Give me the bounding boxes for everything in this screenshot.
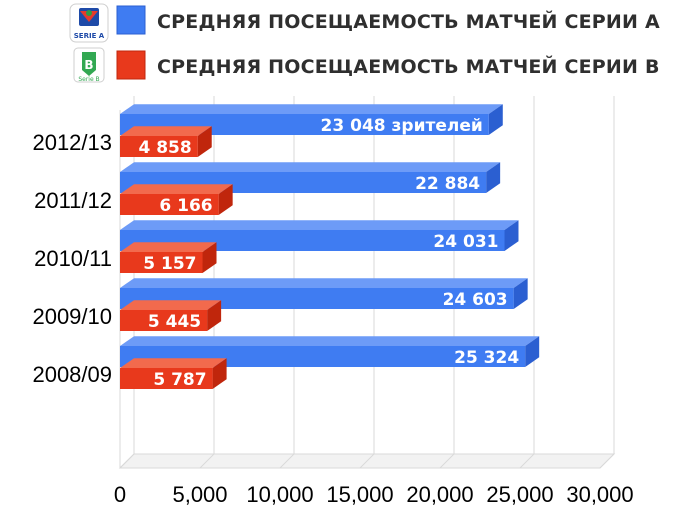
svg-text:B: B xyxy=(84,58,93,72)
data-label: 25 324 xyxy=(454,348,519,368)
data-label: 4 858 xyxy=(138,138,191,158)
bar-serie-a-top xyxy=(120,220,518,230)
legend: SERIE A СРЕДНЯЯ ПОСЕЩАЕМОСТЬ МАТЧЕЙ СЕРИ… xyxy=(70,4,660,83)
x-tick-label: 30,000 xyxy=(566,482,633,507)
legend-swatch-serie-b xyxy=(117,51,145,79)
data-label: 22 884 xyxy=(415,174,480,194)
category-label: 2009/10 xyxy=(32,304,112,329)
bar-serie-a-top xyxy=(120,162,500,172)
bar-serie-b-top xyxy=(120,184,233,194)
legend-label-serie-b: СРЕДНЯЯ ПОСЕЩАЕМОСТЬ МАТЧЕЙ СЕРИИ В xyxy=(157,55,660,78)
category-label: 2008/09 xyxy=(32,362,112,387)
legend-label-serie-a: СРЕДНЯЯ ПОСЕЩАЕМОСТЬ МАТЧЕЙ СЕРИИ А xyxy=(157,10,660,33)
bar-serie-a-top xyxy=(120,278,528,288)
x-tick-label: 25,000 xyxy=(486,482,553,507)
bar-serie-b-top xyxy=(120,126,212,136)
svg-text:SERIE A: SERIE A xyxy=(74,32,105,40)
data-label: 6 166 xyxy=(159,196,212,216)
data-label: 24 031 xyxy=(433,232,498,252)
x-tick-label: 5,000 xyxy=(172,482,227,507)
bar-serie-a-top xyxy=(120,104,503,114)
data-label: 5 445 xyxy=(148,312,201,332)
serie-b-logo: B Serie B xyxy=(74,48,104,83)
x-tick-label: 20,000 xyxy=(406,482,473,507)
x-tick-label: 0 xyxy=(114,482,126,507)
bar-serie-b-top xyxy=(120,300,221,310)
data-label: 5 787 xyxy=(153,370,206,390)
data-label: 23 048 зрителей xyxy=(321,116,483,136)
bar-serie-a-top xyxy=(120,336,539,346)
category-label: 2010/11 xyxy=(34,246,112,271)
legend-swatch-serie-a xyxy=(117,6,145,34)
plot-area: 0 5,000 10,000 15,000 20,000 25,000 30,000 2012… xyxy=(32,96,633,507)
data-label: 5 157 xyxy=(143,254,196,274)
data-label: 24 603 xyxy=(443,290,508,310)
x-tick-label: 15,000 xyxy=(326,482,393,507)
category-label: 2011/12 xyxy=(34,188,112,213)
svg-text:Serie B: Serie B xyxy=(78,76,99,83)
serie-a-logo: SERIE A xyxy=(70,4,108,42)
bar-serie-b-top xyxy=(120,242,217,252)
category-label: 2012/13 xyxy=(32,130,112,155)
bar-serie-b-top xyxy=(120,358,227,368)
x-tick-label: 10,000 xyxy=(246,482,313,507)
